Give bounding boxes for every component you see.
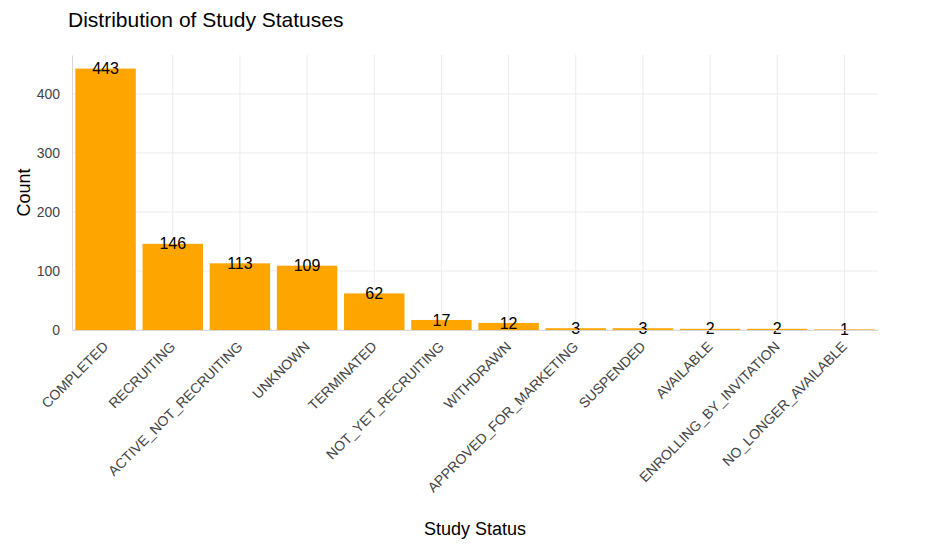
y-tick-label: 400 xyxy=(37,86,61,102)
x-tick-label: NOT_YET_RECRUITING xyxy=(323,338,447,462)
x-tick-label: TERMINATED xyxy=(305,338,380,413)
y-axis: 0 100 200 300 400 xyxy=(37,56,73,338)
x-tick: NO_LONGER_AVAILABLE xyxy=(719,330,850,469)
x-tick: ENROLLING_BY_INVITATION xyxy=(636,330,783,485)
bar xyxy=(277,266,337,330)
x-tick-label: NO_LONGER_AVAILABLE xyxy=(719,338,850,469)
grid-line-x xyxy=(710,55,711,330)
x-tick-label: ACTIVE_NOT_RECRUITING xyxy=(105,338,246,479)
title: Distribution of Study Statuses xyxy=(68,8,343,31)
x-tick-label: UNKNOWN xyxy=(249,338,313,402)
grid-line-x xyxy=(575,55,576,330)
y-tick-label: 200 xyxy=(37,204,61,220)
y-tick-label: 100 xyxy=(37,263,61,279)
x-tick: COMPLETED xyxy=(38,330,111,411)
y-axis-title: Count xyxy=(14,168,34,216)
x-tick-label: COMPLETED xyxy=(38,338,111,411)
x-tick-label: SUSPENDED xyxy=(576,338,649,411)
x-axis-line xyxy=(73,330,879,331)
data-label: 109 xyxy=(294,257,321,274)
data-label: 443 xyxy=(92,60,119,77)
data-label: 2 xyxy=(773,320,782,337)
data-label: 17 xyxy=(433,312,451,329)
data-labels: 443 146 113 109 62 17 12 3 3 2 2 1 xyxy=(92,60,849,338)
x-axis-title: Study Status xyxy=(424,519,526,539)
data-label: 146 xyxy=(159,235,186,252)
plot: 443 146 113 109 62 17 12 3 3 2 2 1 0 100 200 300 400 COMP… xyxy=(37,55,879,495)
x-tick: RECRUITING xyxy=(105,330,178,411)
x-tick: TERMINATED xyxy=(305,330,380,413)
bar xyxy=(210,263,270,330)
grid-line-x xyxy=(844,55,845,330)
x-tick: SUSPENDED xyxy=(576,330,649,411)
x-tick-label: APPROVED_FOR_MARKETING xyxy=(424,338,581,495)
grid-line-x xyxy=(441,55,442,330)
x-tick-label: RECRUITING xyxy=(105,338,178,411)
x-tick: NOT_YET_RECRUITING xyxy=(323,330,447,462)
y-tick-label: 300 xyxy=(37,145,61,161)
x-axis: COMPLETEDRECRUITINGACTIVE_NOT_RECRUITING… xyxy=(38,330,878,495)
grid-line xyxy=(72,93,878,94)
data-label: 1 xyxy=(840,321,849,338)
y-tick: 0 xyxy=(52,322,72,338)
y-tick-label: 0 xyxy=(52,322,60,338)
x-tick-label: AVAILABLE xyxy=(652,338,715,401)
y-tick: 100 xyxy=(37,263,72,279)
x-tick-label: ENROLLING_BY_INVITATION xyxy=(636,338,783,485)
grid-line xyxy=(72,211,878,212)
x-tick-label: WITHDRAWN xyxy=(441,338,515,412)
x-tick: ACTIVE_NOT_RECRUITING xyxy=(105,330,246,479)
grid-line-x xyxy=(508,55,509,330)
y-tick: 300 xyxy=(37,145,72,161)
data-label: 62 xyxy=(365,285,383,302)
bar xyxy=(143,244,203,330)
x-tick: WITHDRAWN xyxy=(441,330,515,412)
data-label: 2 xyxy=(706,320,715,337)
grid-line-x xyxy=(642,55,643,330)
data-label: 12 xyxy=(500,315,518,332)
x-tick: APPROVED_FOR_MARKETING xyxy=(424,330,581,495)
bars xyxy=(75,69,874,330)
grid-line-x xyxy=(777,55,778,330)
x-tick: AVAILABLE xyxy=(652,330,715,402)
y-tick: 200 xyxy=(37,204,72,220)
chart: 443 146 113 109 62 17 12 3 3 2 2 1 0 100 200 300 400 COMP… xyxy=(0,0,941,552)
y-tick: 400 xyxy=(37,86,72,102)
data-label: 3 xyxy=(571,320,580,337)
grid-line xyxy=(72,152,878,153)
bar xyxy=(75,69,135,330)
y-axis-line xyxy=(72,56,73,331)
data-label: 113 xyxy=(227,255,253,272)
x-tick: UNKNOWN xyxy=(249,330,313,402)
data-label: 3 xyxy=(638,320,647,337)
grid xyxy=(72,55,878,330)
